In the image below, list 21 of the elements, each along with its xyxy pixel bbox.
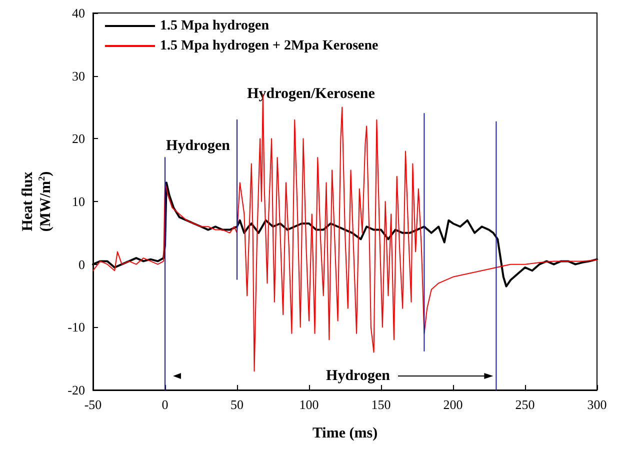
y-tick-label: 30 <box>72 68 85 84</box>
legend-label: 1.5 Mpa hydrogen <box>160 18 270 34</box>
y-tick-label: 20 <box>72 131 85 146</box>
x-tick-label: -50 <box>84 397 102 412</box>
legend-label: 1.5 Mpa hydrogen + 2Mpa Kerosene <box>160 38 378 54</box>
y-tick-label: 40 <box>72 6 85 20</box>
annotation: Hydrogen <box>166 138 231 154</box>
x-tick-label: 50 <box>230 397 244 412</box>
x-tick-label: 200 <box>443 397 463 412</box>
annotation: Hydrogen <box>326 368 391 384</box>
x-tick-label: 0 <box>162 397 168 412</box>
x-axis-title: Time (ms) <box>312 426 378 442</box>
y-tick-label: -20 <box>68 382 85 398</box>
x-tick-label: 150 <box>371 397 391 412</box>
annotation: Hydrogen/Kerosene <box>247 86 376 102</box>
x-tick-label: 100 <box>299 397 319 412</box>
x-tick-label: 300 <box>587 397 607 412</box>
y-tick-label: 10 <box>72 194 85 209</box>
y-tick-label: -10 <box>68 320 85 335</box>
x-tick-label: 250 <box>515 397 535 412</box>
y-tick-label: 0 <box>78 256 85 272</box>
